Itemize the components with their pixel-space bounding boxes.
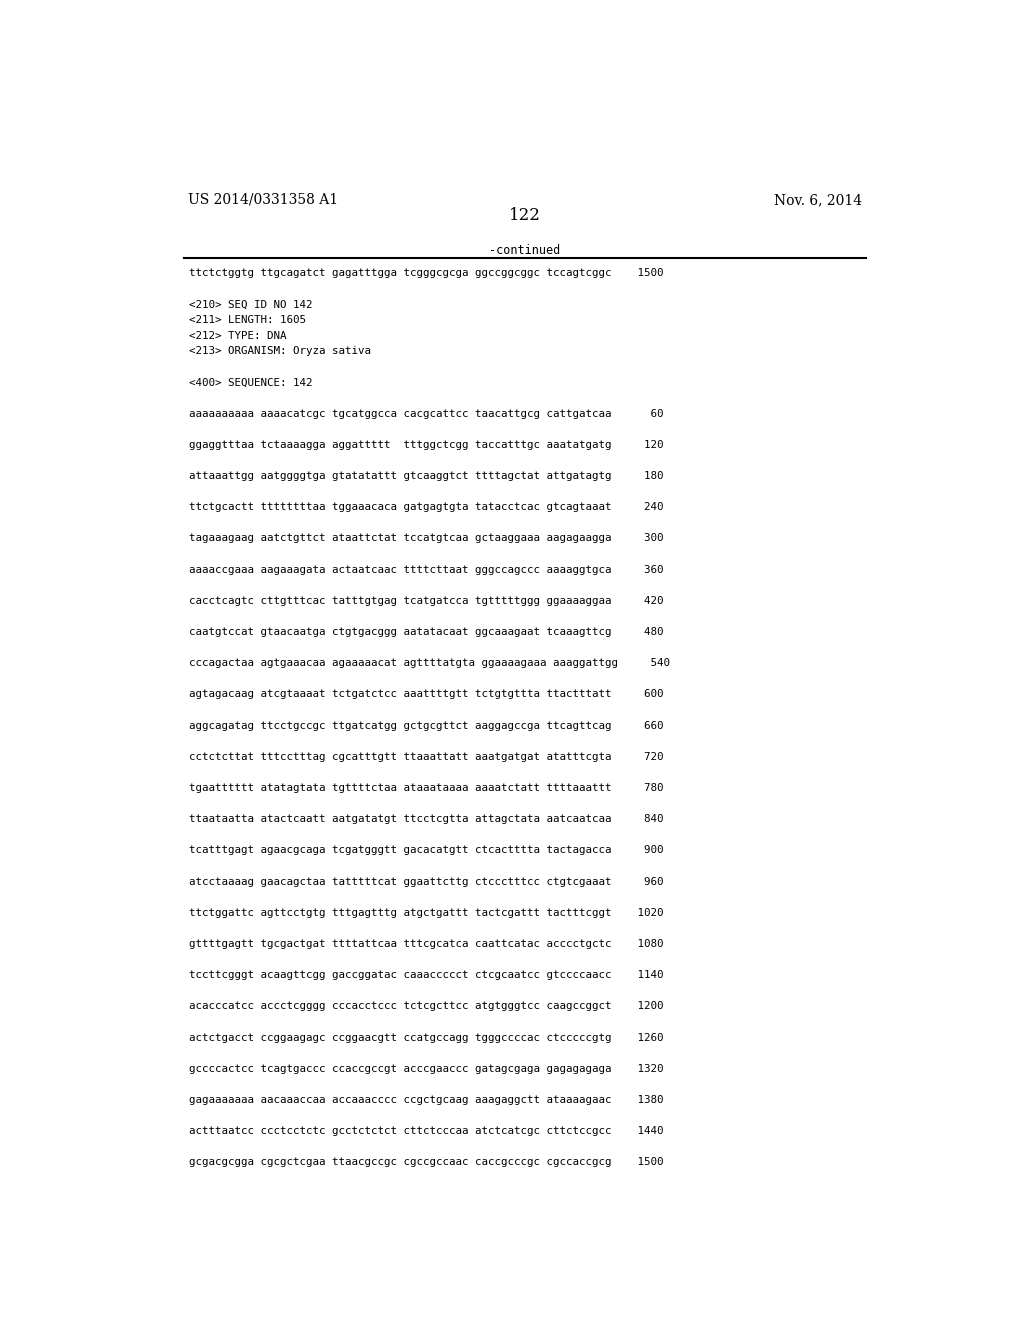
Text: ttctggattc agttcctgtg tttgagtttg atgctgattt tactcgattt tactttcggt    1020: ttctggattc agttcctgtg tttgagtttg atgctga…: [189, 908, 664, 917]
Text: ttctgcactt ttttttttaa tggaaacaca gatgagtgta tatacctcac gtcagtaaat     240: ttctgcactt ttttttttaa tggaaacaca gatgagt…: [189, 502, 664, 512]
Text: actttaatcc ccctcctctc gcctctctct cttctcccaa atctcatcgc cttctccgcc    1440: actttaatcc ccctcctctc gcctctctct cttctcc…: [189, 1126, 664, 1137]
Text: tccttcgggt acaagttcgg gaccggatac caaaccccct ctcgcaatcc gtccccaacc    1140: tccttcgggt acaagttcgg gaccggatac caaaccc…: [189, 970, 664, 981]
Text: tgaatttttt atatagtata tgttttctaa ataaataaaa aaaatctatt ttttaaattt     780: tgaatttttt atatagtata tgttttctaa ataaata…: [189, 783, 664, 793]
Text: gcgacgcgga cgcgctcgaa ttaacgccgc cgccgccaac caccgcccgc cgccaccgcg    1500: gcgacgcgga cgcgctcgaa ttaacgccgc cgccgcc…: [189, 1158, 664, 1167]
Text: tcatttgagt agaacgcaga tcgatgggtt gacacatgtt ctcactttta tactagacca     900: tcatttgagt agaacgcaga tcgatgggtt gacacat…: [189, 845, 664, 855]
Text: cacctcagtc cttgtttcac tatttgtgag tcatgatcca tgtttttggg ggaaaaggaa     420: cacctcagtc cttgtttcac tatttgtgag tcatgat…: [189, 595, 664, 606]
Text: acacccatcc accctcgggg cccacctccc tctcgcttcc atgtgggtcc caagccggct    1200: acacccatcc accctcgggg cccacctccc tctcgct…: [189, 1002, 664, 1011]
Text: actctgacct ccggaagagc ccggaacgtt ccatgccagg tgggccccac ctcccccgtg    1260: actctgacct ccggaagagc ccggaacgtt ccatgcc…: [189, 1032, 664, 1043]
Text: ggaggtttaa tctaaaagga aggattttt  tttggctcgg taccatttgc aaatatgatg     120: ggaggtttaa tctaaaagga aggattttt tttggctc…: [189, 440, 664, 450]
Text: aaaaccgaaa aagaaagata actaatcaac ttttcttaat gggccagccc aaaaggtgca     360: aaaaccgaaa aagaaagata actaatcaac ttttctt…: [189, 565, 664, 574]
Text: US 2014/0331358 A1: US 2014/0331358 A1: [187, 193, 338, 207]
Text: 122: 122: [509, 207, 541, 224]
Text: -continued: -continued: [489, 244, 560, 257]
Text: atcctaaaag gaacagctaa tatttttcat ggaattcttg ctccctttcc ctgtcgaaat     960: atcctaaaag gaacagctaa tatttttcat ggaattc…: [189, 876, 664, 887]
Text: gttttgagtt tgcgactgat ttttattcaa tttcgcatca caattcatac acccctgctc    1080: gttttgagtt tgcgactgat ttttattcaa tttcgca…: [189, 939, 664, 949]
Text: attaaattgg aatggggtga gtatatattt gtcaaggtct ttttagctat attgatagtg     180: attaaattgg aatggggtga gtatatattt gtcaagg…: [189, 471, 664, 480]
Text: <211> LENGTH: 1605: <211> LENGTH: 1605: [189, 315, 306, 325]
Text: cctctcttat tttcctttag cgcatttgtt ttaaattatt aaatgatgat atatttcgta     720: cctctcttat tttcctttag cgcatttgtt ttaaatt…: [189, 752, 664, 762]
Text: <210> SEQ ID NO 142: <210> SEQ ID NO 142: [189, 300, 312, 309]
Text: <400> SEQUENCE: 142: <400> SEQUENCE: 142: [189, 378, 312, 387]
Text: <213> ORGANISM: Oryza sativa: <213> ORGANISM: Oryza sativa: [189, 346, 371, 356]
Text: ttaataatta atactcaatt aatgatatgt ttcctcgtta attagctata aatcaatcaa     840: ttaataatta atactcaatt aatgatatgt ttcctcg…: [189, 814, 664, 824]
Text: caatgtccat gtaacaatga ctgtgacggg aatatacaat ggcaaagaat tcaaagttcg     480: caatgtccat gtaacaatga ctgtgacggg aatatac…: [189, 627, 664, 638]
Text: agtagacaag atcgtaaaat tctgatctcc aaattttgtt tctgtgttta ttactttatt     600: agtagacaag atcgtaaaat tctgatctcc aaatttt…: [189, 689, 664, 700]
Text: <212> TYPE: DNA: <212> TYPE: DNA: [189, 330, 287, 341]
Text: ttctctggtg ttgcagatct gagatttgga tcgggcgcga ggccggcggc tccagtcggc    1500: ttctctggtg ttgcagatct gagatttgga tcgggcg…: [189, 268, 664, 279]
Text: aaaaaaaaaa aaaacatcgc tgcatggcca cacgcattcc taacattgcg cattgatcaa      60: aaaaaaaaaa aaaacatcgc tgcatggcca cacgcat…: [189, 409, 664, 418]
Text: cccagactaa agtgaaacaa agaaaaacat agttttatgta ggaaaagaaa aaaggattgg     540: cccagactaa agtgaaacaa agaaaaacat agtttta…: [189, 659, 670, 668]
Text: aggcagatag ttcctgccgc ttgatcatgg gctgcgttct aaggagccga ttcagttcag     660: aggcagatag ttcctgccgc ttgatcatgg gctgcgt…: [189, 721, 664, 731]
Text: tagaaagaag aatctgttct ataattctat tccatgtcaa gctaaggaaa aagagaagga     300: tagaaagaag aatctgttct ataattctat tccatgt…: [189, 533, 664, 544]
Text: Nov. 6, 2014: Nov. 6, 2014: [774, 193, 862, 207]
Text: gagaaaaaaa aacaaaccaa accaaacccc ccgctgcaag aaagaggctt ataaaagaac    1380: gagaaaaaaa aacaaaccaa accaaacccc ccgctgc…: [189, 1096, 664, 1105]
Text: gccccactcc tcagtgaccc ccaccgccgt acccgaaccc gatagcgaga gagagagaga    1320: gccccactcc tcagtgaccc ccaccgccgt acccgaa…: [189, 1064, 664, 1074]
